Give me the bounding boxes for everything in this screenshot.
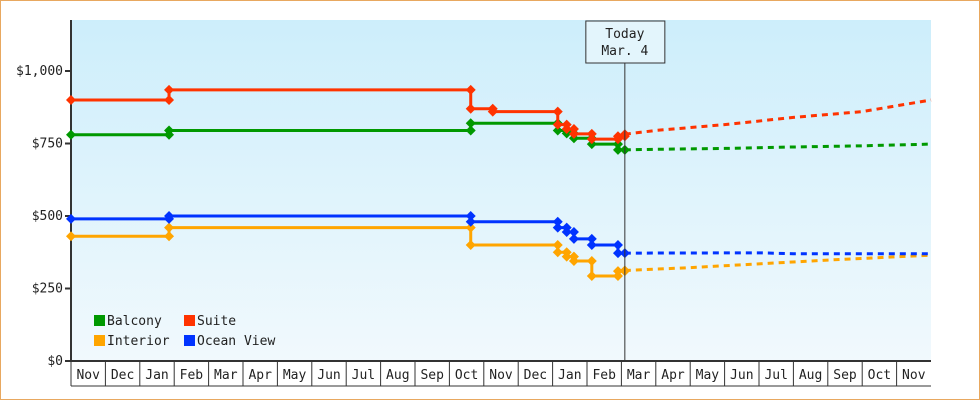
data-point (465, 222, 476, 233)
month-label: Sep (833, 368, 857, 383)
data-point (465, 240, 476, 250)
data-point (487, 103, 498, 114)
data-point (612, 248, 623, 259)
data-point (568, 226, 579, 237)
data-point (66, 213, 76, 224)
data-point (66, 129, 76, 140)
month-label: Feb (180, 368, 204, 383)
data-point (586, 271, 597, 282)
data-point (612, 144, 623, 155)
month-label: Feb (592, 368, 616, 383)
month-label: Sep (420, 368, 444, 383)
month-label: Apr (248, 368, 272, 383)
legend-label: Balcony (107, 314, 162, 329)
month-label: Apr (661, 368, 685, 383)
data-point (164, 231, 175, 242)
month-label: Oct (455, 368, 478, 383)
legend-swatch (94, 315, 105, 326)
data-point (465, 84, 476, 95)
forecast-line-balcony (624, 142, 932, 152)
data-point (568, 233, 579, 244)
data-point (465, 103, 476, 114)
data-point (568, 251, 579, 262)
data-point (164, 84, 175, 95)
data-point (66, 95, 76, 105)
month-label: Aug (799, 368, 822, 383)
data-point (552, 106, 563, 117)
month-label: Aug (386, 368, 409, 383)
data-point (568, 124, 579, 134)
data-point (561, 247, 572, 258)
data-point (552, 222, 563, 233)
data-point (561, 119, 572, 130)
month-label: Jul (352, 368, 375, 383)
y-tick-label: $750 (32, 137, 63, 152)
data-point (612, 271, 623, 282)
month-label: Oct (868, 368, 891, 383)
month-label: Jul (764, 368, 787, 383)
month-label: Dec (524, 368, 547, 383)
today-date: Mar. 4 (601, 44, 648, 59)
legend-swatch (184, 315, 195, 326)
data-point (561, 222, 572, 233)
data-point (612, 240, 623, 250)
month-label: Nov (76, 368, 100, 383)
data-point (465, 118, 476, 129)
month-label: May (696, 368, 720, 383)
legend: Balcony Suite Interior Ocean View (94, 314, 275, 349)
legend-label: Suite (197, 314, 236, 329)
data-point (586, 233, 597, 244)
data-point (586, 128, 597, 139)
month-label: Nov (902, 368, 926, 383)
today-label: Today (605, 27, 644, 42)
legend-swatch (184, 335, 195, 346)
data-point (552, 119, 563, 130)
month-label: Jun (317, 368, 340, 383)
data-point (552, 247, 563, 258)
data-point (586, 134, 597, 145)
forecast-line-interior (624, 253, 932, 273)
data-point (552, 240, 563, 250)
forecast-line-ocean-view (624, 251, 931, 256)
data-point (465, 125, 476, 136)
data-point (164, 213, 175, 224)
month-label: May (283, 368, 307, 383)
x-axis: Nov Dec Jan Feb Mar Apr May Jun Jul Aug Sep Oct Nov D… (70, 360, 931, 387)
data-point (164, 222, 175, 233)
data-point (164, 129, 175, 140)
y-tick-label: $1,000 (16, 64, 63, 79)
data-point (465, 211, 476, 221)
month-label: Nov (489, 368, 513, 383)
month-label: Mar (627, 368, 651, 383)
legend-label: Ocean View (197, 334, 275, 349)
data-point (66, 231, 76, 242)
legend-label: Interior (107, 334, 170, 349)
legend-swatch (94, 335, 105, 346)
data-point (586, 240, 597, 250)
y-tick-label: $0 (47, 354, 63, 369)
forecast-line-suite (624, 98, 932, 136)
data-point (465, 216, 476, 227)
series-group (66, 84, 932, 282)
month-label: Dec (111, 368, 134, 383)
y-axis: $0 $250 $500 $750 $1,000 (16, 20, 72, 369)
month-label: Jan (145, 368, 168, 383)
today-box (585, 20, 666, 64)
plot-area (71, 20, 931, 361)
month-label: Mar (214, 368, 238, 383)
today-marker: Today Mar. 4 (585, 20, 666, 361)
data-point (552, 216, 563, 227)
month-label: Jun (730, 368, 753, 383)
data-point (586, 255, 597, 266)
y-tick-label: $250 (32, 282, 63, 297)
data-point (552, 125, 563, 136)
y-tick-label: $500 (32, 209, 63, 224)
month-label: Jan (558, 368, 581, 383)
data-point (164, 95, 175, 105)
